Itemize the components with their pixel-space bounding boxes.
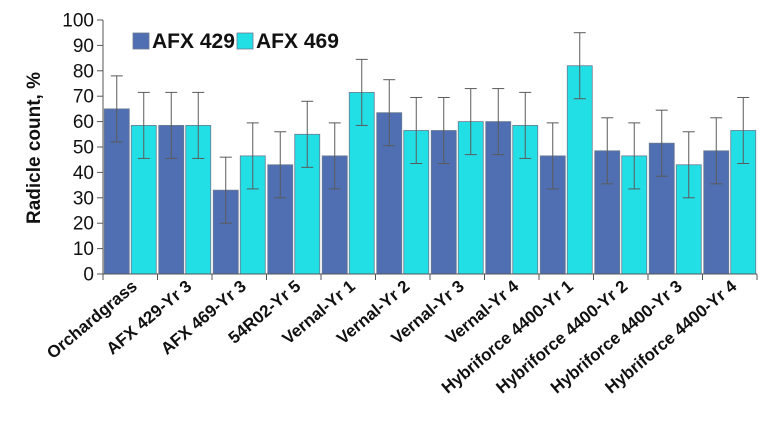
bar-afx469: [566, 65, 593, 275]
error-bar: [492, 88, 505, 156]
y-tick-label: 100: [62, 11, 94, 32]
error-bar: [546, 122, 559, 190]
legend: AFX 429 AFX 469: [132, 30, 339, 53]
error-bar: [410, 96, 423, 165]
y-tick-label: 30: [73, 188, 94, 209]
error-bar: [219, 156, 232, 224]
error-bar: [437, 96, 450, 165]
legend-label: AFX 469: [256, 30, 339, 53]
error-bar: [110, 75, 123, 143]
legend-item: AFX 429: [132, 30, 235, 53]
error-bar: [383, 79, 396, 147]
y-tick-label: 0: [83, 265, 94, 286]
legend-swatch: [132, 32, 150, 50]
y-tick-label: 70: [73, 87, 94, 108]
y-tick-label: 20: [73, 214, 94, 235]
error-bar: [573, 32, 586, 100]
legend-item: AFX 469: [236, 30, 339, 53]
y-tick-label: 40: [73, 163, 94, 184]
y-axis-title: Radicle count, %: [24, 72, 45, 224]
error-bars: [110, 32, 750, 224]
error-bar: [737, 96, 750, 165]
error-bar: [328, 122, 341, 190]
error-bar: [137, 91, 150, 159]
error-bar: [655, 109, 668, 177]
axes: [102, 20, 758, 280]
error-bar: [519, 91, 532, 159]
y-tick-label: 10: [73, 239, 94, 260]
error-bar: [601, 117, 614, 185]
y-tick-label: 60: [73, 112, 94, 133]
error-bar: [274, 131, 287, 199]
y-axis-ticks: 0 10 20 30 40 50 60 70 80 90 100: [62, 11, 103, 286]
x-category-label: Orchardgrass: [43, 277, 141, 363]
error-bar: [710, 117, 723, 185]
error-bar: [192, 91, 205, 159]
error-bar: [628, 122, 641, 190]
error-bar: [165, 91, 178, 159]
error-bar: [301, 100, 314, 168]
bars: [103, 65, 757, 275]
y-tick-label: 80: [73, 61, 94, 82]
legend-label: AFX 429: [152, 30, 235, 53]
error-bar: [464, 88, 477, 156]
legend-swatch: [236, 32, 254, 50]
error-bar: [355, 58, 368, 126]
y-tick-label: 50: [73, 138, 94, 159]
y-tick-label: 90: [73, 36, 94, 57]
error-bar: [682, 131, 695, 199]
error-bar: [246, 122, 259, 190]
